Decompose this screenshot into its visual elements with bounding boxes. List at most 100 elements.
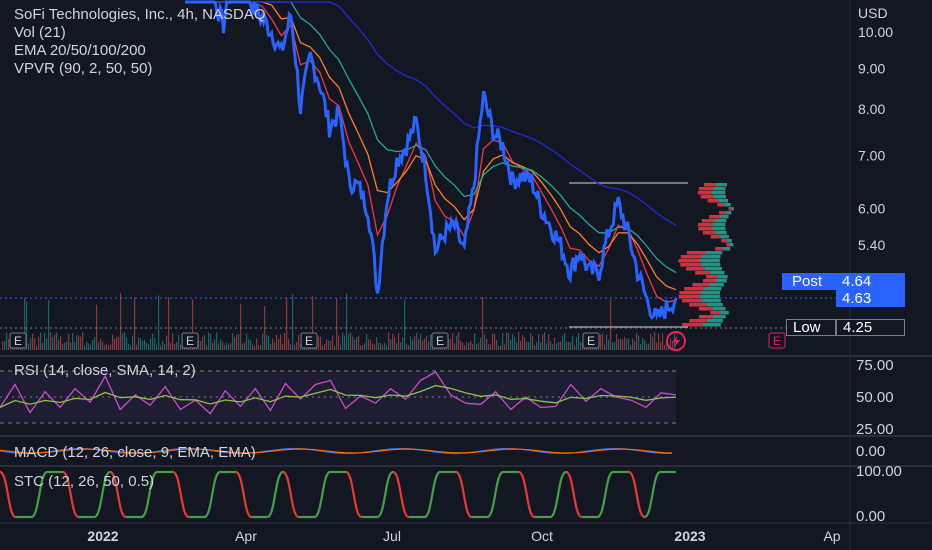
chart-title[interactable]: SoFi Technologies, Inc., 4h, NASDAQ — [14, 6, 266, 23]
earnings-marker[interactable]: E — [181, 332, 199, 349]
volume-profile-bar — [726, 239, 732, 243]
volume-bar — [486, 338, 488, 350]
volume-bar — [130, 345, 132, 350]
volume-profile-bar — [710, 271, 725, 275]
volume-bar — [48, 300, 50, 350]
earnings-marker[interactable]: E — [431, 332, 449, 349]
volume-bar — [298, 334, 300, 350]
volume-bar — [62, 343, 64, 350]
earnings-marker[interactable]: E — [9, 332, 27, 349]
volume-profile-bar — [715, 247, 724, 251]
stc-line-segment — [109, 470, 127, 519]
volume-bar — [258, 345, 260, 350]
ema-50-line — [185, 1, 677, 291]
volume-profile-bar — [706, 275, 718, 279]
indicator-ema[interactable]: EMA 20/50/100/200 — [14, 42, 146, 59]
volume-bar — [508, 332, 510, 350]
volume-bar — [80, 336, 82, 350]
earnings-marker[interactable]: E — [768, 332, 786, 349]
volume-bar — [76, 335, 78, 350]
earnings-marker[interactable]: E — [300, 332, 318, 349]
volume-bar — [396, 343, 398, 350]
volume-bar — [244, 342, 246, 350]
volume-bar — [336, 298, 338, 350]
earnings-label: E — [436, 334, 444, 348]
volume-profile-bar — [720, 235, 729, 239]
volume-bar — [346, 293, 348, 350]
volume-bar — [192, 299, 194, 350]
volume-profile-bar — [703, 279, 716, 283]
volume-bar — [654, 332, 656, 350]
volume-bar — [604, 344, 606, 350]
volume-bar — [496, 340, 498, 350]
volume-bar — [524, 337, 526, 350]
stc-line-segment — [643, 470, 661, 519]
stc-legend[interactable]: STC (12, 26, 50, 0.5) — [14, 473, 155, 490]
volume-bar — [140, 338, 142, 350]
volume-bar — [144, 339, 146, 350]
volume-profile-bar — [686, 267, 705, 271]
indicator-volume[interactable]: Vol (21) — [14, 24, 66, 41]
low-price-tag: 4.25 — [836, 319, 905, 336]
volume-bar — [278, 338, 280, 350]
volume-bar — [254, 345, 256, 350]
stc-line-segment — [172, 470, 190, 519]
volume-bar — [544, 332, 546, 350]
volume-bar — [410, 336, 412, 350]
volume-bar — [292, 294, 294, 350]
volume-profile-bar — [682, 323, 703, 327]
earnings-box — [431, 332, 449, 349]
indicator-vpvr[interactable]: VPVR (90, 2, 50, 50) — [14, 60, 153, 77]
stc-line-segment — [549, 470, 567, 519]
volume-bar — [52, 337, 54, 350]
volume-bar — [640, 343, 642, 350]
rsi-legend[interactable]: RSI (14, close, SMA, 14, 2) — [14, 362, 196, 379]
volume-bar — [70, 342, 72, 350]
time-tick-label: Oct — [531, 528, 553, 544]
volume-bar — [164, 344, 166, 350]
stc-line-segment — [93, 470, 111, 519]
volume-bar — [320, 336, 322, 350]
volume-profile-bar — [699, 315, 713, 319]
volume-profile-bar — [706, 319, 723, 323]
price-axis-ticks: 10.00 9.00 8.00 7.00 6.00 5.40 — [858, 24, 893, 253]
volume-bar — [398, 333, 400, 350]
volume-bar — [460, 340, 462, 350]
volume-bar — [26, 301, 28, 350]
volume-bar — [232, 333, 234, 350]
volume-bar — [600, 334, 602, 350]
volume-bar — [656, 342, 658, 350]
volume-profile-bar — [714, 219, 727, 223]
volume-bar — [142, 340, 144, 350]
stc-tick: 0.00 — [856, 508, 886, 525]
earnings-marker[interactable]: E — [582, 332, 600, 349]
volume-bar — [528, 342, 530, 350]
volume-bar — [560, 341, 562, 350]
volume-bar — [406, 344, 408, 350]
macd-legend[interactable]: MACD (12, 26, close, 9, EMA, EMA) — [14, 444, 256, 461]
volume-bar — [490, 344, 492, 350]
volume-profile-bar — [730, 243, 734, 247]
volume-bar — [372, 343, 374, 350]
volume-bar — [248, 339, 250, 350]
volume-bar — [576, 337, 578, 350]
volume-profile-bar — [726, 243, 731, 247]
earnings-box — [768, 332, 786, 349]
stc-line-segment — [455, 470, 473, 519]
price-tick-label: 5.40 — [858, 237, 885, 253]
last-price-tag: 4.63 — [836, 290, 905, 307]
volume-bar — [324, 343, 326, 350]
time-axis-ticks: 2022 Apr Jul Oct 2023 Ap — [87, 528, 840, 544]
volume-bar — [282, 343, 284, 350]
volume-bar — [518, 332, 520, 350]
earnings-label: E — [773, 334, 781, 348]
volume-profile-bar — [678, 295, 701, 299]
macd-signal-line — [0, 448, 673, 454]
volume-profile-bar — [686, 251, 706, 255]
dividend-flash-icon[interactable] — [666, 331, 686, 351]
volume-bar — [294, 344, 296, 350]
volume-bar — [574, 345, 576, 350]
volume-bar — [90, 344, 92, 350]
